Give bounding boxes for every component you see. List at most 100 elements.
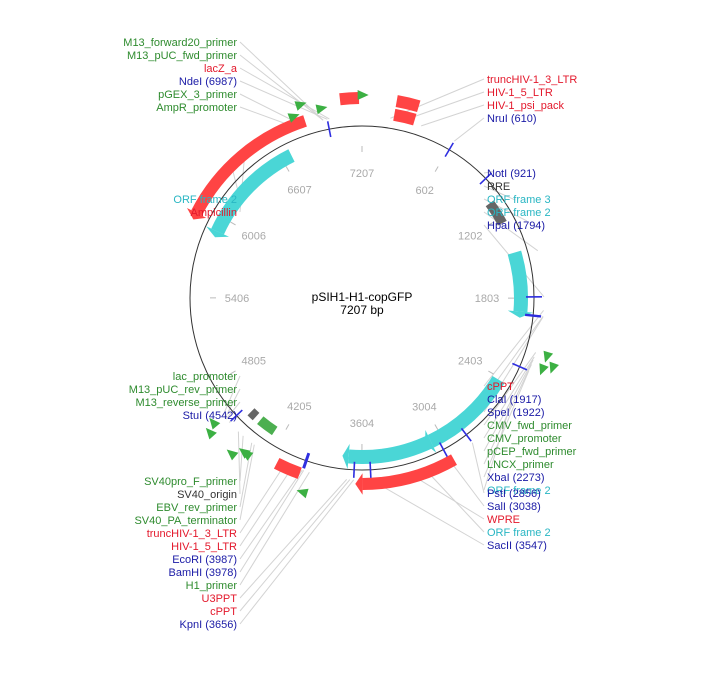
tick-line	[285, 424, 290, 430]
feature-label: ORF frame 3	[487, 194, 551, 206]
feature-arc-ORF-cyan-3	[348, 434, 434, 464]
leader-line	[239, 479, 348, 599]
feature-label: SacII (3547)	[487, 540, 547, 552]
primer-arrows	[205, 90, 559, 499]
feature-arc-RRE-grey	[485, 200, 507, 226]
feature-arrowhead	[355, 473, 363, 495]
primer-arrow	[315, 104, 328, 115]
feature-label: NdeI (6987)	[179, 76, 237, 88]
cut-site	[438, 442, 448, 457]
feature-label: pCEP_fwd_primer	[487, 446, 577, 458]
feature-arc-trunc-LTR-red	[395, 95, 421, 112]
leader-line	[239, 67, 330, 120]
feature-label: HIV-1_psi_pack	[487, 100, 565, 112]
feature-label: U3PPT	[202, 593, 238, 605]
feature-arc-Ampicillin-cyan	[211, 149, 295, 235]
leader-line	[483, 211, 539, 252]
tick-line	[230, 221, 236, 226]
cut-site	[230, 409, 243, 422]
cut-site	[369, 461, 372, 478]
primer-arrow	[226, 449, 239, 461]
tick-line	[488, 370, 494, 375]
primer-arrow	[294, 101, 307, 111]
primer-arrow	[205, 427, 217, 440]
feature-label: SalI (3038)	[487, 501, 541, 513]
feature-label: StuI (4542)	[183, 410, 237, 422]
tick-label: 602	[415, 185, 433, 197]
cut-site	[512, 362, 528, 371]
leader-line	[402, 91, 485, 122]
feature-label: CMV_fwd_primer	[487, 420, 572, 432]
tick-label: 7207	[350, 168, 374, 180]
leader-line	[225, 401, 241, 420]
leader-line	[239, 435, 244, 482]
feature-label: M13_reverse_primer	[136, 397, 238, 409]
feature-arc-AmpR-red	[191, 115, 307, 216]
feature-label: NruI (610)	[487, 113, 537, 125]
feature-label: WPRE	[487, 514, 520, 526]
feature-label: cPPT	[487, 381, 514, 393]
leader-line	[483, 352, 537, 426]
feature-label: ORF frame 2	[487, 485, 551, 497]
leader-line	[453, 117, 485, 142]
leader-line	[239, 462, 287, 534]
cut-site	[302, 452, 309, 469]
primer-arrow	[287, 113, 300, 123]
leader-line	[239, 54, 324, 121]
feature-label: AmpR_promoter	[156, 102, 237, 114]
tick-label: 1202	[458, 231, 482, 243]
feature-label: Ampicillin	[191, 207, 237, 219]
cut-site	[479, 172, 493, 185]
leader-line	[409, 473, 485, 520]
feature-arrowhead	[507, 310, 533, 318]
feature-label: ClaI (1917)	[487, 394, 541, 406]
feature-label: HIV-1_5_LTR	[487, 87, 553, 99]
feature-arc-SV40-origin-grey	[247, 408, 260, 421]
feature-arc-WPRE-red	[362, 454, 457, 490]
feature-label: M13_pUC_fwd_primer	[127, 50, 237, 62]
feature-label: EBV_rev_primer	[156, 502, 237, 514]
cut-site	[352, 461, 356, 478]
leader-line	[239, 444, 255, 521]
leader-line	[239, 471, 310, 586]
tick-marks: 602 1202 1803 2403 3004 3604 4205 4805 5406 6006 6…	[209, 146, 515, 451]
tick-label: 4205	[287, 401, 311, 413]
cut-site	[444, 142, 454, 158]
tick-label: 4805	[241, 355, 265, 367]
primer-arrow	[209, 417, 221, 430]
leader-line	[424, 468, 485, 533]
leader-line	[421, 104, 485, 127]
feature-label: ORF frame 2	[487, 207, 551, 219]
tick-label: 6006	[242, 230, 266, 242]
feature-label: HpaI (1794)	[487, 220, 545, 232]
feature-label: LNCX_primer	[487, 459, 554, 471]
feature-label: SV40pro_F_primer	[144, 476, 237, 488]
feature-label: H1_primer	[186, 580, 238, 592]
feature-label: ORF frame 2	[487, 527, 551, 539]
primer-arrow	[241, 450, 254, 461]
tick-label: 5406	[225, 293, 249, 305]
feature-label: CMV_promoter	[487, 433, 562, 445]
primer-arrow	[549, 361, 559, 374]
leader-line	[471, 442, 485, 494]
tick-label: 3004	[412, 401, 436, 413]
leader-line	[483, 310, 544, 387]
feature-arc-HIV-LTR-red-left	[273, 457, 302, 479]
primer-arrow	[296, 488, 309, 499]
cut-site	[303, 453, 311, 469]
feature-label: truncHIV-1_3_LTR	[487, 74, 577, 86]
tick-line	[285, 166, 290, 172]
feature-label: BamHI (3978)	[169, 567, 237, 579]
tick-label: 6607	[287, 185, 311, 197]
feature-label: HIV-1_5_LTR	[171, 541, 237, 553]
tick-line	[434, 166, 439, 172]
feature-label: truncHIV-1_3_LTR	[147, 528, 237, 540]
cut-site	[326, 121, 332, 138]
cut-site	[525, 314, 542, 318]
leader-line	[222, 375, 241, 416]
feature-arcs	[186, 92, 533, 495]
feature-label: pGEX_3_primer	[158, 89, 237, 101]
leader-line	[239, 466, 294, 547]
leader-line	[239, 469, 303, 560]
